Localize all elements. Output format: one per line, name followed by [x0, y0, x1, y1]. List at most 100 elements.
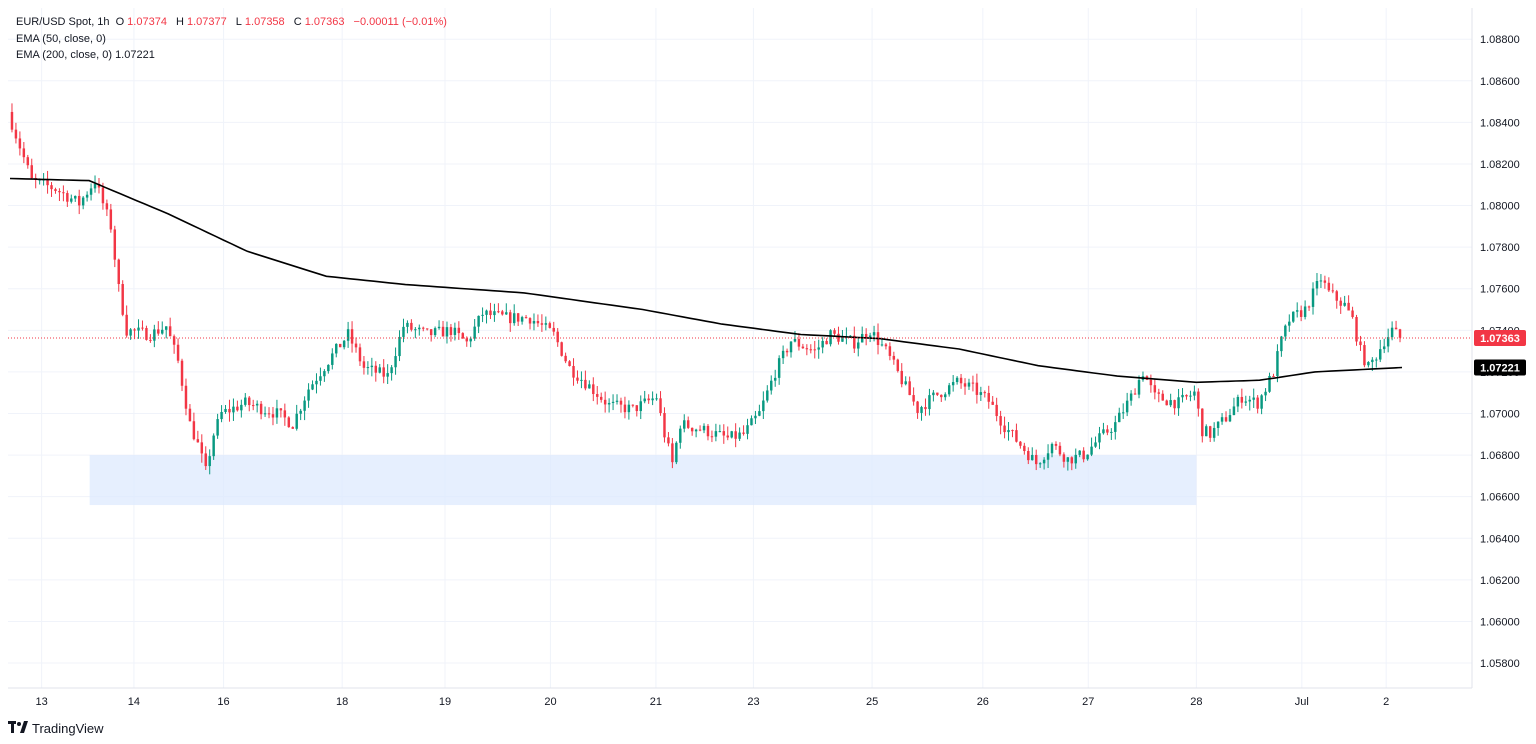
candle[interactable] [560, 341, 563, 357]
candle[interactable] [501, 309, 504, 316]
candle[interactable] [1185, 394, 1188, 400]
candle[interactable] [248, 395, 251, 412]
candle[interactable] [1106, 425, 1109, 436]
candle[interactable] [1062, 452, 1066, 468]
candle[interactable] [66, 190, 69, 207]
candle[interactable] [1288, 314, 1291, 332]
candle[interactable] [722, 424, 726, 444]
candle[interactable] [236, 400, 239, 412]
candle[interactable] [789, 341, 793, 358]
candle[interactable] [200, 434, 204, 463]
candle[interactable] [1327, 277, 1331, 293]
candle[interactable] [505, 303, 508, 315]
candle[interactable] [394, 347, 397, 375]
candle[interactable] [710, 430, 714, 443]
candle[interactable] [1343, 295, 1346, 307]
candle[interactable] [821, 337, 824, 354]
tradingview-brand[interactable]: TradingView [8, 720, 104, 737]
candle[interactable] [1090, 437, 1093, 457]
candle[interactable] [599, 392, 603, 403]
candle[interactable] [631, 404, 635, 408]
candle[interactable] [350, 321, 354, 353]
candle[interactable] [386, 364, 389, 385]
candle[interactable] [1331, 283, 1335, 294]
candle[interactable] [378, 364, 381, 374]
candle[interactable] [556, 328, 559, 347]
candle[interactable] [1248, 395, 1251, 411]
candle[interactable] [1201, 408, 1204, 443]
candle[interactable] [540, 314, 544, 332]
candle[interactable] [726, 426, 729, 441]
candle[interactable] [1114, 415, 1117, 440]
candle[interactable] [975, 373, 979, 404]
candle[interactable] [1133, 388, 1137, 395]
candle[interactable] [548, 321, 552, 329]
candle[interactable] [1027, 447, 1030, 465]
candle[interactable] [1216, 421, 1220, 436]
candle[interactable] [208, 449, 211, 475]
candle[interactable] [940, 394, 943, 402]
candle[interactable] [1034, 449, 1038, 471]
candle[interactable] [801, 343, 805, 349]
candle[interactable] [651, 391, 654, 406]
candle[interactable] [1236, 394, 1240, 413]
candle[interactable] [813, 340, 816, 359]
candle[interactable] [706, 423, 710, 441]
candle[interactable] [362, 356, 366, 375]
candle[interactable] [176, 338, 180, 364]
candle[interactable] [149, 334, 152, 343]
candle[interactable] [714, 423, 718, 442]
candle[interactable] [671, 438, 674, 469]
candle[interactable] [588, 380, 591, 389]
candle[interactable] [825, 338, 828, 345]
candle[interactable] [520, 315, 524, 325]
candle[interactable] [422, 326, 425, 332]
candle[interactable] [1268, 372, 1271, 393]
candle[interactable] [244, 393, 247, 407]
candle[interactable] [611, 394, 615, 411]
candle[interactable] [754, 410, 757, 425]
candle[interactable] [1307, 305, 1311, 311]
candle[interactable] [971, 375, 975, 392]
candle[interactable] [449, 324, 453, 342]
candle[interactable] [833, 328, 836, 337]
candle[interactable] [1272, 373, 1275, 377]
candle[interactable] [1351, 306, 1354, 319]
candle[interactable] [1157, 388, 1161, 403]
candle[interactable] [283, 403, 287, 426]
candle[interactable] [437, 320, 441, 330]
candle[interactable] [89, 183, 93, 201]
candle[interactable] [81, 196, 85, 210]
candle[interactable] [497, 303, 500, 314]
candle[interactable] [1023, 442, 1026, 455]
candle[interactable] [232, 398, 235, 421]
candle[interactable] [105, 199, 109, 217]
candle[interactable] [1394, 320, 1398, 330]
candle[interactable] [1110, 428, 1113, 441]
candle[interactable] [398, 330, 401, 362]
candle[interactable] [335, 343, 338, 358]
candle[interactable] [742, 425, 745, 436]
candle[interactable] [572, 358, 575, 386]
candle[interactable] [904, 376, 907, 386]
candle[interactable] [999, 410, 1002, 435]
candle[interactable] [58, 188, 61, 202]
candle[interactable] [679, 425, 682, 449]
candle[interactable] [1129, 390, 1133, 406]
candle[interactable] [133, 328, 136, 340]
candle[interactable] [196, 430, 200, 443]
candle[interactable] [228, 399, 231, 422]
candle[interactable] [1205, 424, 1208, 437]
candle[interactable] [46, 170, 49, 194]
candle[interactable] [74, 195, 77, 202]
candle[interactable] [963, 378, 967, 395]
candle[interactable] [1295, 302, 1299, 318]
candle[interactable] [390, 365, 393, 381]
candle[interactable] [62, 185, 65, 202]
candle[interactable] [251, 399, 255, 411]
candle[interactable] [888, 342, 892, 361]
candle[interactable] [485, 309, 488, 324]
candle[interactable] [951, 375, 955, 392]
candle[interactable] [781, 345, 785, 364]
candle[interactable] [34, 173, 37, 189]
